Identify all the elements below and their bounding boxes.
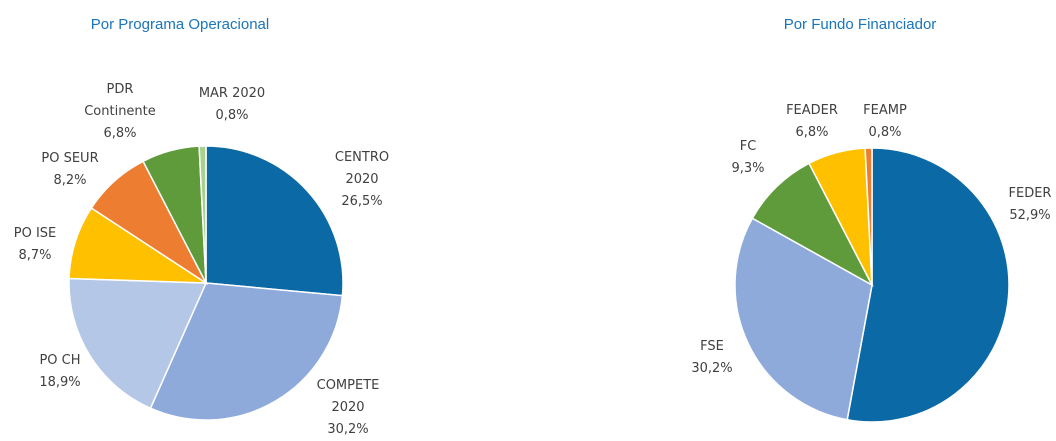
slice-label: PDR Continente 6,8%	[80, 79, 160, 145]
value-label: 6,8%	[103, 126, 137, 141]
category-label: CENTRO 2020	[334, 150, 390, 187]
pie-slice	[149, 282, 344, 421]
chart-title: Por Programa Operacional	[90, 16, 270, 33]
value-label: 8,7%	[18, 248, 52, 263]
value-label: 8,2%	[53, 173, 87, 188]
slice-label: FEDER 52,9%	[990, 183, 1056, 227]
value-label: 6,8%	[795, 125, 829, 140]
pie-slice	[68, 277, 208, 410]
slice-label: CENTRO 2020 26,5%	[327, 147, 397, 213]
value-label: 52,9%	[1009, 208, 1051, 223]
slice-label: FSE 30,2%	[672, 336, 752, 380]
pie-slice	[205, 145, 344, 297]
category-label: PDR Continente	[84, 82, 156, 119]
value-label: 0,8%	[868, 125, 902, 140]
value-label: 0,8%	[215, 108, 249, 123]
slice-label: PO CH 18,9%	[20, 350, 100, 394]
category-label: FEADER	[786, 103, 838, 118]
category-label: FC	[739, 139, 757, 154]
slice-label: FEADER 6,8%	[772, 100, 852, 144]
slice-label: MAR 2020 0,8%	[187, 83, 277, 127]
pie-slice	[846, 147, 1010, 423]
category-label: PO SEUR	[41, 151, 99, 166]
category-label: MAR 2020	[198, 86, 266, 101]
value-label: 26,5%	[341, 194, 383, 209]
slice-label: PO SEUR 8,2%	[30, 148, 110, 192]
chart-title: Por Fundo Financiador	[783, 16, 937, 33]
category-label: PO ISE	[13, 226, 57, 241]
value-label: 30,2%	[691, 361, 733, 376]
category-label: FEAMP	[863, 103, 907, 118]
slice-label: PO ISE 8,7%	[0, 223, 75, 267]
value-label: 9,3%	[731, 161, 765, 176]
category-label: FEDER	[1008, 186, 1052, 201]
category-label: FSE	[700, 339, 724, 354]
slice-label: COMPETE 2020 30,2%	[308, 375, 388, 441]
category-label: COMPETE 2020	[316, 378, 380, 415]
category-label: PO CH	[39, 353, 81, 368]
value-label: 18,9%	[39, 375, 81, 390]
pie-slice	[864, 147, 873, 286]
pie-slice	[734, 217, 873, 421]
pie-slice	[751, 162, 874, 287]
slice-label: FC 9,3%	[708, 136, 788, 180]
slice-label: FEAMP 0,8%	[845, 100, 925, 144]
value-label: 30,2%	[327, 422, 369, 437]
pie-slice	[198, 145, 207, 284]
